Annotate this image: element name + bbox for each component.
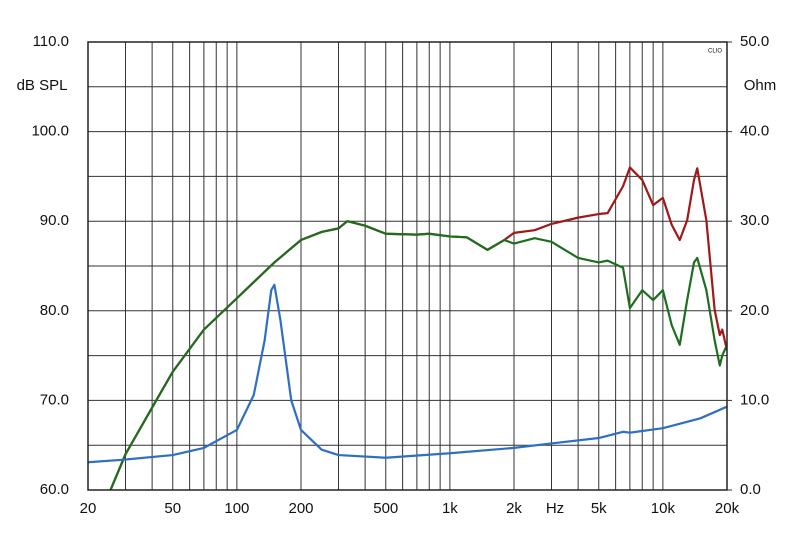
brand: CLIO — [708, 49, 722, 55]
x-tick-label: 100 — [224, 500, 249, 517]
y-axis-label: dB SPL — [17, 77, 68, 94]
x-tick-label: 1k — [442, 500, 458, 517]
x-tick-label: 50 — [164, 500, 181, 517]
y-tick-label: 70.0 — [40, 391, 69, 408]
y2-axis-label: Ohm — [744, 77, 777, 94]
y2-tick-label: 0.0 — [740, 481, 761, 498]
y2-tick-label: 10.0 — [740, 391, 769, 408]
y-tick-label: 80.0 — [40, 302, 69, 319]
plot-area — [88, 166, 727, 490]
y-tick-label: 110.0 — [33, 33, 69, 50]
y2-tick-label: 40.0 — [740, 123, 769, 140]
plot-border — [87, 41, 728, 491]
y2-tick-label: 20.0 — [740, 302, 769, 319]
series-line — [88, 283, 727, 464]
x-tick-label: 5k — [591, 500, 607, 517]
y-tick-label: 100.0 — [31, 123, 69, 140]
y-tick-label: 60.0 — [40, 481, 69, 498]
x-tick-label: 20 — [80, 500, 97, 517]
y2-tick-label: 30.0 — [740, 212, 769, 229]
x-tick-label: 10k — [651, 500, 676, 517]
x-tick-label: 2k — [506, 500, 522, 517]
series-line — [109, 220, 727, 490]
y-tick-label: 90.0 — [40, 212, 69, 229]
y2-tick-label: 50.0 — [740, 33, 769, 50]
x-tick-label: 200 — [288, 500, 313, 517]
x-axis-label: Hz — [546, 500, 564, 517]
x-tick-label: 20k — [715, 500, 740, 517]
x-tick-label: 500 — [373, 500, 398, 517]
